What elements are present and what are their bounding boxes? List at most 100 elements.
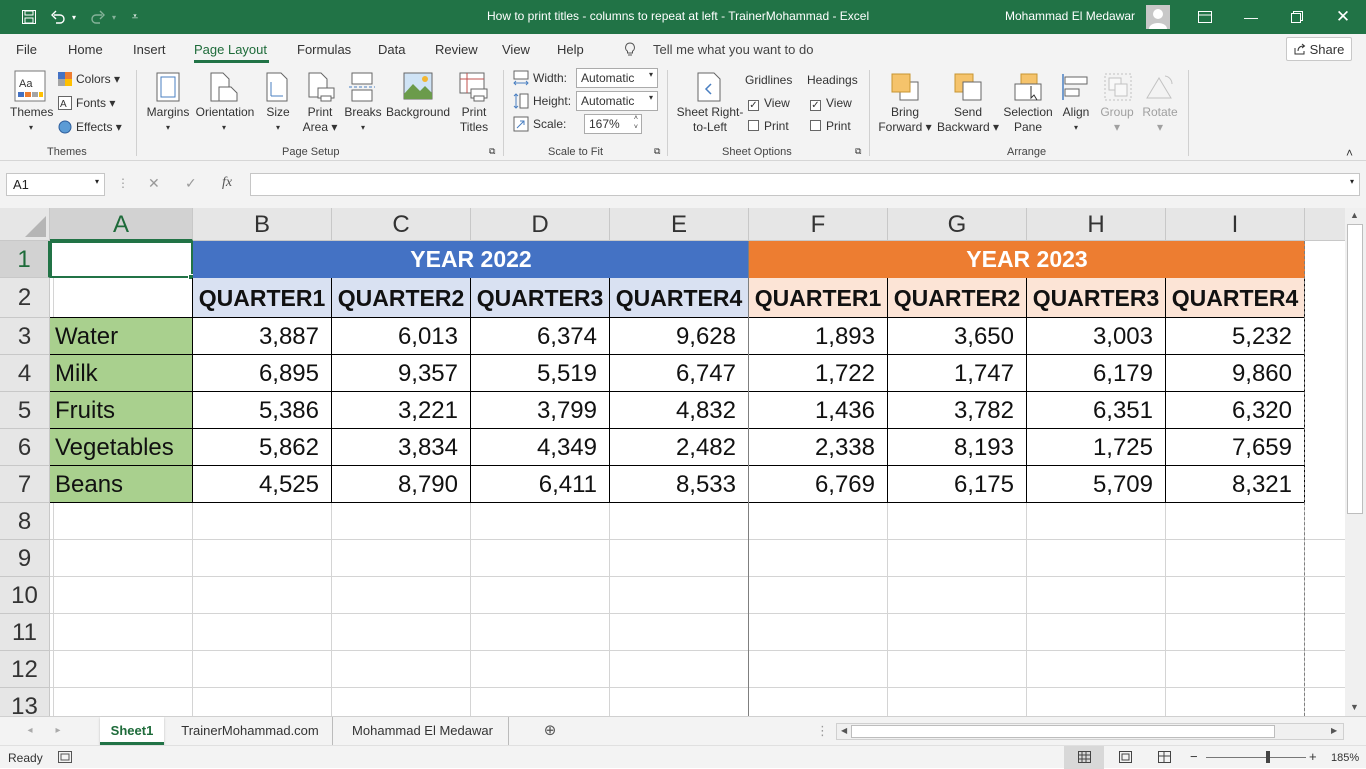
print-area-icon[interactable] xyxy=(308,72,336,105)
margins-button[interactable]: Margins xyxy=(146,105,190,119)
value-cell[interactable]: 9,357 xyxy=(332,355,471,392)
background-icon[interactable] xyxy=(403,72,433,103)
align-dropdown-icon[interactable]: ▾ xyxy=(1073,123,1078,132)
quarter-header[interactable]: QUARTER1 xyxy=(193,278,332,318)
effects-button[interactable]: Effects ▾ xyxy=(76,120,122,134)
accessibility-icon[interactable] xyxy=(58,751,72,766)
breaks-button[interactable]: Breaks xyxy=(344,105,382,119)
value-cell[interactable]: 6,351 xyxy=(1027,392,1166,429)
zoom-slider-thumb[interactable] xyxy=(1266,751,1270,763)
value-cell[interactable]: 5,386 xyxy=(193,392,332,429)
breaks-icon[interactable] xyxy=(349,72,375,105)
align-button[interactable]: Align xyxy=(1062,105,1090,119)
row-header-13[interactable]: 13 xyxy=(0,688,50,716)
horizontal-scroll-thumb[interactable] xyxy=(851,725,1275,738)
headings-print-checkbox[interactable]: Print xyxy=(810,119,851,133)
tab-splitter-icon[interactable]: ⋮ xyxy=(816,723,829,738)
prev-sheet-icon[interactable]: ◂ xyxy=(27,725,33,736)
value-cell[interactable]: 6,895 xyxy=(193,355,332,392)
value-cell[interactable]: 1,722 xyxy=(749,355,888,392)
value-cell[interactable]: 6,411 xyxy=(471,466,610,503)
column-header-h[interactable]: H xyxy=(1027,208,1166,241)
page-break-preview-icon[interactable] xyxy=(1158,751,1171,766)
value-cell[interactable]: 6,013 xyxy=(332,318,471,355)
row-header-1[interactable]: 1 xyxy=(0,241,50,278)
themes-dropdown-icon[interactable]: ▾ xyxy=(28,123,33,132)
value-cell[interactable]: 4,525 xyxy=(193,466,332,503)
restore-icon[interactable] xyxy=(1282,0,1312,34)
selection-pane-button[interactable]: Selection Pane xyxy=(1003,105,1053,134)
value-cell[interactable]: 3,799 xyxy=(471,392,610,429)
column-header-f[interactable]: F xyxy=(749,208,888,241)
undo-icon[interactable] xyxy=(48,0,68,34)
column-header-i[interactable]: I xyxy=(1166,208,1305,241)
column-header-b[interactable]: B xyxy=(193,208,332,241)
tab-review[interactable]: Review xyxy=(435,42,478,57)
row-header-6[interactable]: 6 xyxy=(0,429,50,466)
undo-dropdown-icon[interactable]: ▾ xyxy=(71,12,76,22)
value-cell[interactable]: 1,725 xyxy=(1027,429,1166,466)
orientation-dropdown-icon[interactable]: ▾ xyxy=(221,123,226,132)
value-cell[interactable]: 5,709 xyxy=(1027,466,1166,503)
row-header-3[interactable]: 3 xyxy=(0,318,50,355)
user-name[interactable]: Mohammad El Medawar xyxy=(1005,9,1136,23)
row-label-cell[interactable]: Fruits xyxy=(50,392,193,429)
formula-bar-options-icon[interactable]: ⋮ xyxy=(117,176,129,190)
column-header-j[interactable] xyxy=(1305,208,1345,241)
tab-formulas[interactable]: Formulas xyxy=(297,42,352,57)
value-cell[interactable]: 1,747 xyxy=(888,355,1027,392)
save-icon[interactable] xyxy=(16,0,42,34)
height-dropdown[interactable]: Automatic ▾ xyxy=(576,91,658,111)
tell-me-search[interactable]: Tell me what you want to do xyxy=(653,42,814,57)
scale-spinner[interactable]: 167% ˄ ˅ xyxy=(584,114,642,134)
size-icon[interactable] xyxy=(266,72,288,105)
next-sheet-icon[interactable]: ▸ xyxy=(55,725,61,736)
scroll-left-icon[interactable]: ◀ xyxy=(841,726,848,735)
row-label-cell[interactable]: Beans xyxy=(50,466,193,503)
zoom-out-icon[interactable]: − xyxy=(1190,749,1198,764)
bring-forward-button[interactable]: Bring Forward ▾ xyxy=(878,105,932,134)
column-header-e[interactable]: E xyxy=(610,208,749,241)
name-box[interactable]: A1 ▾ xyxy=(6,173,105,196)
tab-view[interactable]: View xyxy=(502,42,530,57)
width-dropdown[interactable]: Automatic ▾ xyxy=(576,68,658,88)
tab-page-layout[interactable]: Page Layout xyxy=(194,42,268,57)
select-all-corner[interactable] xyxy=(0,208,50,241)
zoom-in-icon[interactable]: + xyxy=(1309,749,1317,764)
value-cell[interactable]: 4,349 xyxy=(471,429,610,466)
new-sheet-icon[interactable]: ⊕ xyxy=(543,722,557,739)
quarter-header[interactable]: QUARTER3 xyxy=(471,278,610,318)
formula-input[interactable]: ▾ xyxy=(250,173,1360,196)
colors-button[interactable]: Colors ▾ xyxy=(76,72,121,86)
minimize-icon[interactable]: — xyxy=(1244,9,1258,25)
tab-file[interactable]: File xyxy=(16,42,37,57)
page-layout-view-icon[interactable] xyxy=(1119,751,1132,766)
quarter-header[interactable]: QUARTER4 xyxy=(1166,278,1305,318)
row-header-2[interactable]: 2 xyxy=(0,278,50,318)
send-backward-icon[interactable] xyxy=(953,72,983,105)
horizontal-scrollbar[interactable]: ◀ ▶ xyxy=(836,723,1344,740)
close-icon[interactable]: ✕ xyxy=(1335,7,1351,26)
themes-button[interactable]: Themes xyxy=(10,105,54,119)
share-button[interactable]: Share xyxy=(1286,37,1352,61)
sheet-tab-mohammad-el-medawar[interactable]: Mohammad El Medawar xyxy=(337,717,509,745)
collapse-ribbon-icon[interactable]: ˄ xyxy=(1346,146,1354,160)
print-titles-icon[interactable] xyxy=(459,72,489,105)
column-header-d[interactable]: D xyxy=(471,208,610,241)
vertical-scrollbar[interactable]: ▲ ▼ xyxy=(1345,208,1366,716)
value-cell[interactable]: 7,659 xyxy=(1166,429,1305,466)
print-area-button[interactable]: Print Area ▾ xyxy=(302,105,338,134)
row-header-11[interactable]: 11 xyxy=(0,614,50,651)
value-cell[interactable]: 9,628 xyxy=(610,318,749,355)
vertical-scroll-thumb[interactable] xyxy=(1347,224,1363,514)
value-cell[interactable]: 4,832 xyxy=(610,392,749,429)
row-header-12[interactable]: 12 xyxy=(0,651,50,688)
sheet-tab-sheet1[interactable]: Sheet1 xyxy=(100,717,164,745)
value-cell[interactable]: 1,436 xyxy=(749,392,888,429)
value-cell[interactable]: 6,374 xyxy=(471,318,610,355)
value-cell[interactable]: 3,003 xyxy=(1027,318,1166,355)
align-icon[interactable] xyxy=(1061,72,1091,105)
avatar[interactable] xyxy=(1146,0,1170,34)
gridlines-view-checkbox[interactable]: ✓ View xyxy=(748,96,790,111)
gridlines-print-checkbox[interactable]: Print xyxy=(748,119,789,133)
